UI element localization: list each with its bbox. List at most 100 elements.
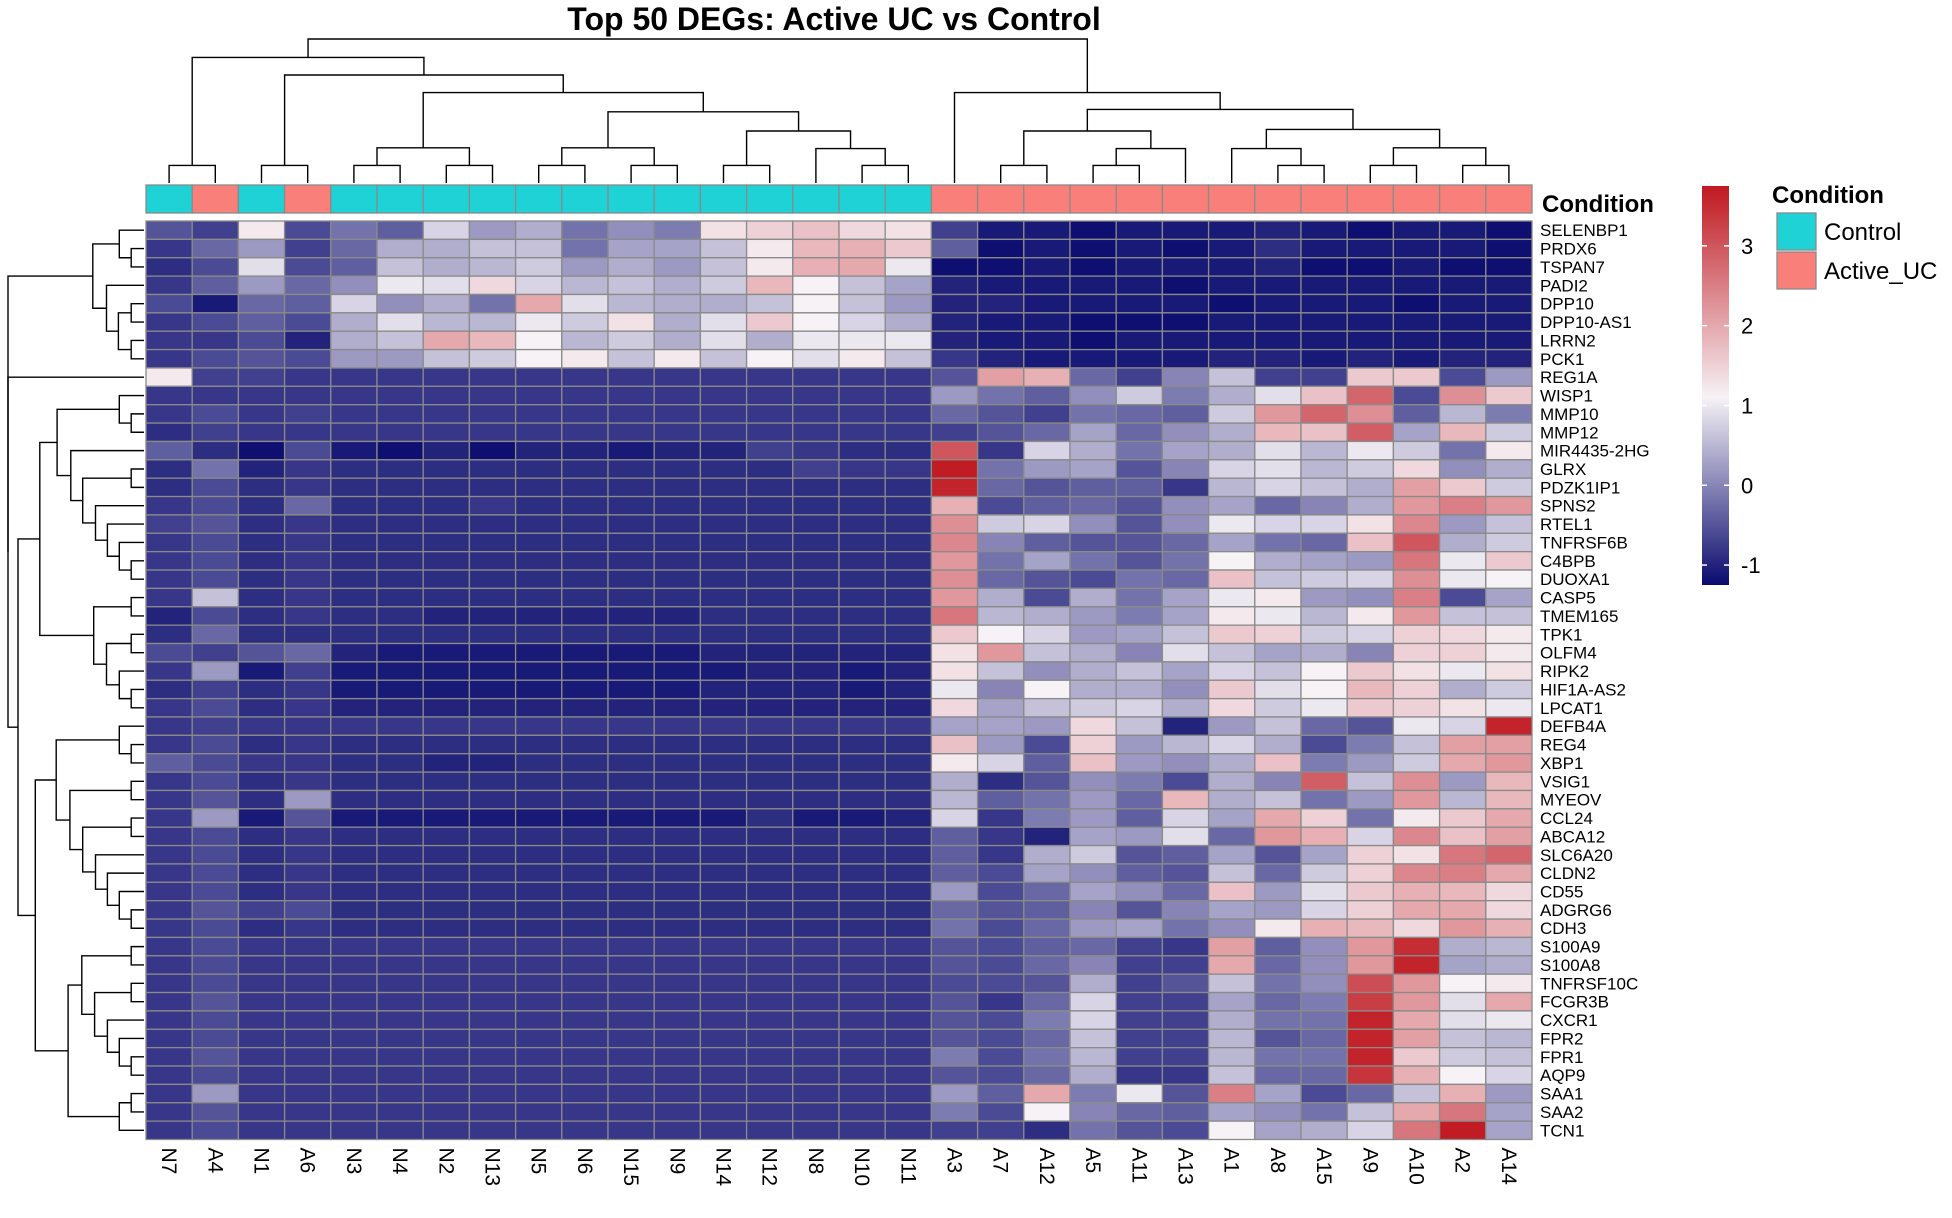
annotation-cell	[1300, 184, 1348, 214]
heatmap-cell	[376, 293, 424, 314]
gene-label: PADI2	[1540, 276, 1588, 295]
heatmap-cell	[422, 771, 471, 792]
heatmap-cell	[792, 275, 840, 296]
heatmap-cell	[607, 551, 655, 571]
condition-legend-title: Condition	[1772, 182, 1884, 209]
heatmap-cell	[930, 1010, 979, 1030]
heatmap-cell	[1485, 422, 1533, 443]
heatmap-cell	[792, 1047, 840, 1067]
heatmap-cell	[283, 826, 332, 847]
gene-label: VSIG1	[1540, 772, 1590, 791]
heatmap-cell	[191, 826, 240, 847]
heatmap-cell	[1161, 863, 1210, 883]
heatmap-cell	[1485, 936, 1533, 957]
heatmap-cell	[976, 1028, 1025, 1049]
heatmap-cell	[283, 275, 332, 296]
heatmap-cell	[884, 844, 933, 865]
heatmap-cell	[1254, 1083, 1302, 1104]
heatmap-cell	[1023, 1028, 1071, 1049]
heatmap-cell	[653, 918, 702, 939]
heatmap-cell	[468, 789, 517, 810]
heatmap-cell	[561, 955, 609, 975]
heatmap-cell	[468, 385, 517, 406]
heatmap-cell	[653, 532, 702, 553]
heatmap-cell	[1485, 385, 1533, 406]
heatmap-cell	[930, 587, 979, 608]
heatmap-cell	[191, 863, 240, 883]
annotation-cell	[699, 184, 748, 214]
heatmap-cell	[607, 1010, 655, 1030]
heatmap-cell	[1207, 881, 1256, 902]
heatmap-cell	[1485, 440, 1533, 461]
annotation-cell	[283, 184, 332, 214]
dendrogram-branch	[130, 302, 144, 323]
heatmap-cell	[1115, 642, 1164, 663]
heatmap-cell	[468, 275, 517, 296]
heatmap-cell	[1023, 771, 1071, 792]
heatmap-cell	[1069, 587, 1117, 608]
heatmap-cell	[653, 238, 702, 259]
heatmap-cell	[422, 532, 471, 553]
heatmap-cell	[1161, 1083, 1210, 1104]
heatmap-cell	[1023, 918, 1071, 939]
heatmap-cell	[1023, 532, 1071, 553]
heatmap-cell	[561, 477, 609, 498]
dendrogram-branch	[130, 1092, 144, 1113]
heatmap-cell	[1254, 330, 1302, 351]
heatmap-cell	[561, 275, 609, 296]
heatmap-cell	[1346, 477, 1395, 498]
gene-label: S100A8	[1540, 956, 1601, 975]
heatmap-cell	[237, 753, 286, 773]
heatmap-cell	[1023, 440, 1071, 461]
heatmap-cell	[792, 697, 840, 718]
heatmap-cell	[1438, 624, 1487, 645]
sample-label: N3	[342, 1148, 365, 1175]
heatmap-cell	[976, 936, 1025, 957]
color-scale-bar	[1702, 186, 1729, 585]
heatmap-cell	[191, 1028, 240, 1049]
heatmap-cell	[607, 275, 655, 296]
heatmap-cell	[330, 624, 378, 645]
heatmap-cell	[191, 606, 240, 626]
heatmap-cell	[1023, 1065, 1071, 1086]
heatmap-cell	[884, 514, 933, 534]
heatmap-cell	[884, 1102, 933, 1122]
heatmap-cell	[237, 440, 286, 461]
heatmap-cell	[191, 440, 240, 461]
heatmap-cell	[1300, 955, 1348, 975]
heatmap-cell	[1069, 495, 1117, 516]
heatmap-cell	[1023, 1102, 1071, 1122]
heatmap-cell	[514, 771, 563, 792]
heatmap-cell	[1161, 367, 1210, 387]
heatmap-cell	[1485, 753, 1533, 773]
heatmap-cell	[330, 734, 378, 755]
heatmap-cell	[514, 1010, 563, 1030]
heatmap-cell	[1161, 789, 1210, 810]
heatmap-cell	[976, 863, 1025, 883]
heatmap-cell	[1485, 477, 1533, 498]
heatmap-cell	[283, 734, 332, 755]
heatmap-cell	[1485, 826, 1533, 847]
heatmap-cell	[145, 936, 193, 957]
heatmap-cell	[1300, 991, 1348, 1012]
heatmap-cell	[607, 624, 655, 645]
heatmap-cell	[745, 1010, 794, 1030]
heatmap-cell	[653, 808, 702, 828]
heatmap-cell	[1346, 808, 1395, 828]
heatmap-cell	[514, 789, 563, 810]
heatmap-cell	[1300, 1065, 1348, 1086]
heatmap-cell	[976, 220, 1025, 241]
heatmap-cell	[838, 385, 886, 406]
heatmap-cell	[1254, 1120, 1302, 1141]
heatmap-cell	[191, 367, 240, 387]
heatmap-cell	[792, 404, 840, 424]
heatmap-cell	[1392, 991, 1441, 1012]
dendrogram-branch	[422, 91, 704, 148]
heatmap-cell	[1254, 257, 1302, 277]
heatmap-cell	[561, 1047, 609, 1067]
gene-label: TCN1	[1540, 1121, 1584, 1140]
heatmap-cell	[1392, 661, 1441, 681]
heatmap-cell	[607, 220, 655, 241]
gene-label: REG1A	[1540, 368, 1598, 387]
heatmap-cell	[884, 826, 933, 847]
